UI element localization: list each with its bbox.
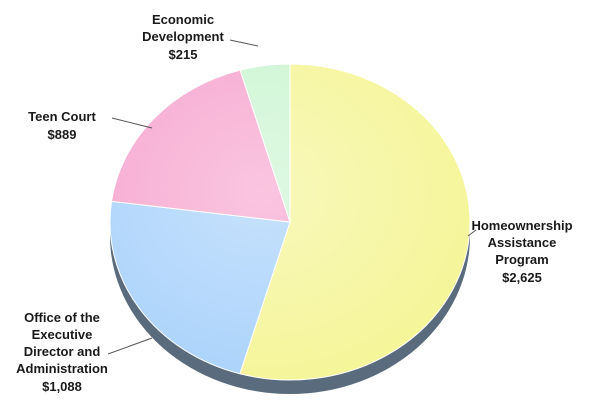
slice-value-economic-development: $215 (169, 47, 198, 62)
slice-value-homeownership-assistance-program: $2,625 (502, 270, 542, 285)
slice-labels: Homeownership Assistance Program $2,625 Offi… (16, 12, 572, 394)
leader-line-economic-development (229, 39, 259, 47)
leader-lines (107, 39, 477, 355)
slice-label-teen-court: Teen Court $889 (28, 109, 96, 142)
slice-value-teen-court: $889 (48, 127, 77, 142)
slice-label-economic-development: Economic Development $215 (142, 12, 224, 62)
slice-label-homeownership-assistance-program: Homeownership Assistance Program $2,625 (471, 218, 572, 285)
slice-label-office-of-the-executive-director-and-administration: Office of the Executive Director and Admini… (16, 310, 108, 394)
leader-line-homeownership-assistance-program (467, 229, 477, 237)
pie-slices (109, 63, 471, 381)
slice-value-office-of-the-executive-director-and-administration: $1,088 (42, 379, 82, 394)
leader-line-teen-court (111, 117, 153, 129)
leader-line-office-of-the-executive-director-and-administration (107, 337, 153, 355)
